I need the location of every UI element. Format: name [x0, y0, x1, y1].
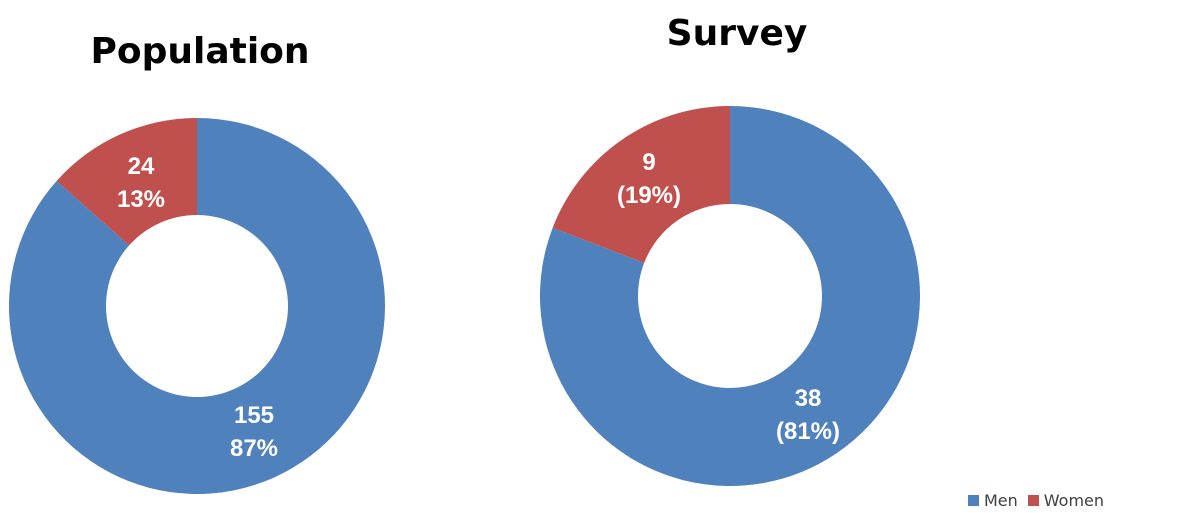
survey-chart-title: Survey	[666, 13, 808, 54]
legend-label-men: Men	[984, 491, 1018, 510]
survey-slice-men	[540, 106, 920, 486]
survey-slice-women	[552, 106, 730, 263]
legend-item-men: Men	[968, 491, 1018, 510]
population-donut-chart: 155 87% 24 13%	[8, 118, 385, 495]
survey-percent-label-men: (81%)	[776, 418, 840, 445]
population-percent-label-men: 87%	[230, 435, 278, 462]
chart-legend: Men Women	[968, 491, 1114, 510]
legend-item-women: Women	[1027, 491, 1105, 510]
population-percent-label-women: 13%	[117, 186, 165, 213]
population-value-label-men: 155	[234, 402, 274, 429]
population-chart-title: Population	[90, 31, 310, 72]
survey-percent-label-women: (19%)	[617, 182, 681, 209]
survey-value-label-men: 38	[795, 385, 822, 412]
legend-label-women: Women	[1043, 491, 1105, 510]
population-slice-men	[8, 118, 385, 495]
legend-swatch-men	[968, 495, 979, 506]
survey-donut-chart: 38 (81%) 9 (19%)	[540, 106, 920, 486]
survey-value-label-women: 9	[642, 149, 655, 176]
population-value-label-women: 24	[128, 153, 155, 180]
population-slice-women	[56, 118, 197, 246]
legend-swatch-women	[1027, 495, 1039, 506]
